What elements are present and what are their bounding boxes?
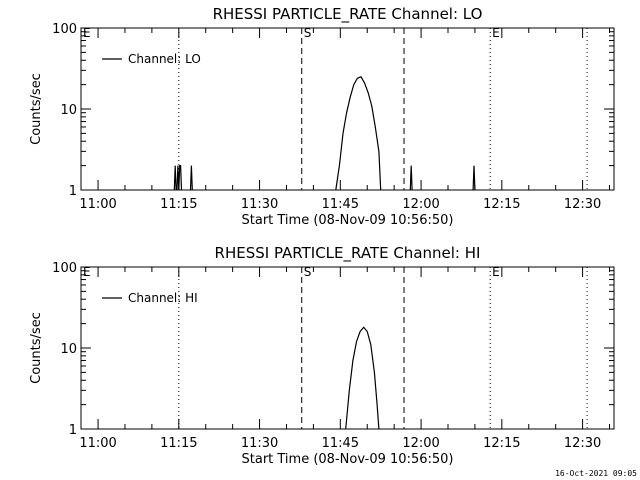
series-line-segment [173, 165, 177, 191]
legend-entry: Channel: LO [128, 52, 201, 66]
chart-panel-hi: RHESSI PARTICLE_RATE Channel: HI 1 10 100 11… [29, 244, 615, 467]
marker-label: E [83, 26, 91, 40]
marker-label: E [83, 265, 91, 279]
x-tick-label: 11:15 [160, 436, 197, 451]
x-tick-label: 12:00 [402, 197, 439, 212]
x-tick-label: 12:15 [483, 197, 520, 212]
x-tick-label: 11:45 [322, 436, 359, 451]
series-line-segment [409, 165, 413, 191]
x-tick-label: 11:30 [241, 436, 278, 451]
x-tick-label: 11:00 [79, 436, 116, 451]
chart-title: RHESSI PARTICLE_RATE Channel: LO [213, 5, 483, 24]
x-tick-label: 12:30 [564, 197, 601, 212]
marker-label: E [492, 265, 500, 279]
x-tick-label: 11:15 [160, 197, 197, 212]
marker-label: E [492, 26, 500, 40]
y-tick-label: 1 [69, 184, 77, 199]
x-tick-label: 12:15 [483, 436, 520, 451]
x-axis-label: Start Time (08-Nov-09 10:56:50) [242, 213, 454, 228]
y-tick-label: 100 [52, 22, 77, 37]
x-tick-label: 11:30 [241, 197, 278, 212]
y-axis-label: Counts/sec [29, 312, 44, 384]
series-line-segment [335, 76, 382, 191]
chart-panel-lo: RHESSI PARTICLE_RATE Channel: LO 1 10 100 11… [29, 5, 615, 228]
chart-title: RHESSI PARTICLE_RATE Channel: HI [215, 244, 481, 263]
series-line-segment [176, 165, 183, 191]
series-line-segment [472, 165, 476, 191]
x-axis-label: Start Time (08-Nov-09 10:56:50) [242, 452, 454, 467]
marker-label: S [304, 265, 312, 279]
series-line-segment [345, 326, 380, 430]
y-tick-label: 1 [69, 423, 77, 438]
series-line-segment [189, 165, 193, 191]
y-tick-label: 10 [60, 342, 77, 357]
legend-entry: Channel: HI [128, 291, 198, 305]
footer-timestamp: 16-Oct-2021 09:05 [555, 469, 637, 478]
x-tick-label: 11:45 [322, 197, 359, 212]
marker-label: S [304, 26, 312, 40]
x-tick-label: 11:00 [79, 197, 116, 212]
y-axis-label: Counts/sec [29, 73, 44, 145]
y-tick-label: 10 [60, 103, 77, 118]
x-tick-label: 12:30 [564, 436, 601, 451]
x-tick-label: 12:00 [402, 436, 439, 451]
y-tick-label: 100 [52, 261, 77, 276]
